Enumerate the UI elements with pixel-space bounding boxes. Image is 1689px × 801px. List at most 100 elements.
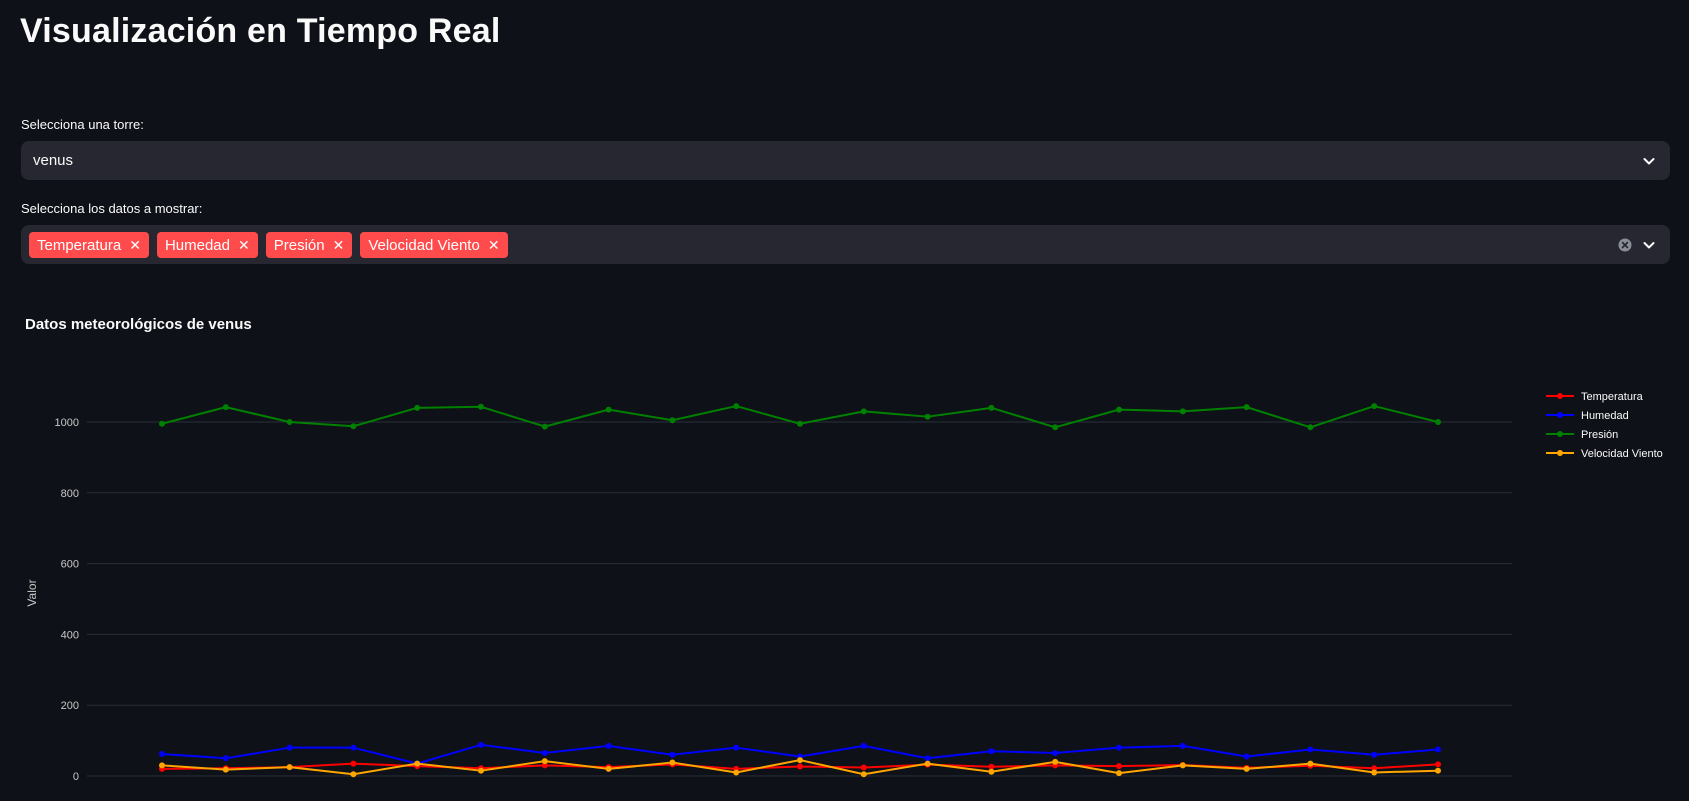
data-point: [669, 417, 676, 424]
data-point: [605, 765, 612, 772]
data-point: [733, 403, 740, 410]
data-point: [541, 758, 548, 765]
data-point: [478, 403, 484, 410]
y-tick-label: 600: [61, 559, 79, 571]
legend-marker: [1557, 412, 1563, 418]
data-point: [350, 771, 357, 778]
data-point: [159, 420, 165, 427]
data-point: [1179, 408, 1186, 415]
tag-label: Temperatura: [37, 236, 122, 254]
data-point: [924, 755, 931, 762]
data-point: [1435, 761, 1441, 768]
data-point: [478, 767, 484, 774]
data-point: [988, 748, 995, 755]
data-point: [1116, 744, 1122, 751]
tower-select[interactable]: venus: [21, 141, 1670, 180]
data-point: [541, 423, 548, 430]
tower-select-value: venus: [33, 152, 74, 169]
data-point: [669, 759, 676, 766]
y-tick-label: 800: [61, 488, 79, 500]
data-point: [988, 404, 995, 411]
data-point: [797, 763, 803, 770]
y-tick-label: 0: [73, 771, 79, 783]
legend-entry: Temperatura: [1581, 391, 1644, 403]
data-point: [1371, 751, 1378, 758]
close-icon[interactable]: ✕: [487, 237, 500, 253]
y-tick-label: 200: [61, 700, 79, 712]
data-point: [860, 742, 867, 749]
legend-entry: Humedad: [1581, 410, 1629, 422]
close-icon[interactable]: ✕: [129, 237, 141, 253]
data-point: [860, 408, 867, 415]
data-point: [1243, 404, 1250, 411]
data-point: [1371, 765, 1378, 772]
legend-marker: [1557, 393, 1563, 399]
close-icon[interactable]: ✕: [332, 237, 345, 253]
legend-marker: [1557, 450, 1563, 456]
tag-presion: Presión ✕: [265, 232, 353, 258]
data-point: [1052, 749, 1059, 756]
close-icon[interactable]: ✕: [238, 237, 250, 253]
page-title: Visualización en Tiempo Real: [20, 12, 501, 50]
data-point: [1435, 746, 1441, 753]
data-select-label: Selecciona los datos a mostrar:: [21, 201, 203, 216]
chevron-down-icon[interactable]: [1641, 153, 1657, 169]
data-point: [797, 420, 803, 427]
data-point: [1371, 769, 1378, 776]
data-point: [350, 760, 357, 767]
y-tick-label: 1000: [55, 417, 79, 429]
data-point: [159, 751, 165, 758]
data-point: [924, 760, 931, 767]
data-point: [350, 744, 357, 751]
legend-entry: Velocidad Viento: [1581, 448, 1663, 460]
data-point: [1307, 746, 1314, 753]
tag-humedad: Humedad ✕: [156, 232, 258, 258]
legend-marker: [1557, 431, 1563, 437]
data-point: [1243, 753, 1250, 760]
data-point: [1179, 762, 1186, 769]
chart-title: Datos meteorológicos de venus: [25, 316, 252, 333]
data-point: [1052, 424, 1059, 431]
tower-select-label: Selecciona una torre:: [21, 117, 144, 132]
data-point: [605, 742, 612, 749]
tag-label: Velocidad Viento: [368, 236, 480, 254]
tag-temperatura: Temperatura ✕: [29, 232, 149, 258]
data-point: [1052, 758, 1059, 765]
data-point: [1371, 403, 1378, 410]
data-point: [350, 423, 357, 430]
legend-entry: Presión: [1581, 429, 1618, 441]
data-point: [924, 413, 931, 420]
chevron-down-icon[interactable]: [1641, 237, 1657, 253]
data-point: [988, 768, 995, 775]
data-point: [414, 404, 421, 411]
data-point: [222, 755, 229, 762]
data-point: [286, 744, 293, 751]
data-point: [1307, 760, 1314, 767]
tag-label: Humedad: [164, 236, 230, 254]
tag-label: Presión: [273, 236, 325, 254]
data-point: [669, 751, 676, 758]
tag-velocidad-viento: Velocidad Viento ✕: [360, 232, 508, 258]
data-point: [860, 764, 867, 771]
clear-all-icon[interactable]: [1617, 237, 1633, 253]
data-point: [1435, 419, 1441, 425]
data-point: [733, 744, 740, 751]
data-point: [159, 762, 165, 769]
data-point: [478, 741, 484, 748]
data-point: [605, 406, 612, 413]
data-point: [1179, 742, 1186, 749]
data-point: [222, 766, 229, 773]
data-point: [797, 757, 803, 764]
data-point: [1307, 424, 1314, 431]
data-point: [541, 749, 548, 756]
data-point: [414, 760, 421, 767]
data-point: [988, 763, 995, 770]
data-multiselect[interactable]: Temperatura ✕ Humedad ✕ Presión ✕ Veloci…: [21, 225, 1670, 264]
data-point: [860, 771, 867, 778]
data-point: [1116, 406, 1122, 413]
y-tick-label: 400: [61, 629, 79, 641]
data-point: [1116, 770, 1122, 777]
data-point: [286, 764, 293, 771]
